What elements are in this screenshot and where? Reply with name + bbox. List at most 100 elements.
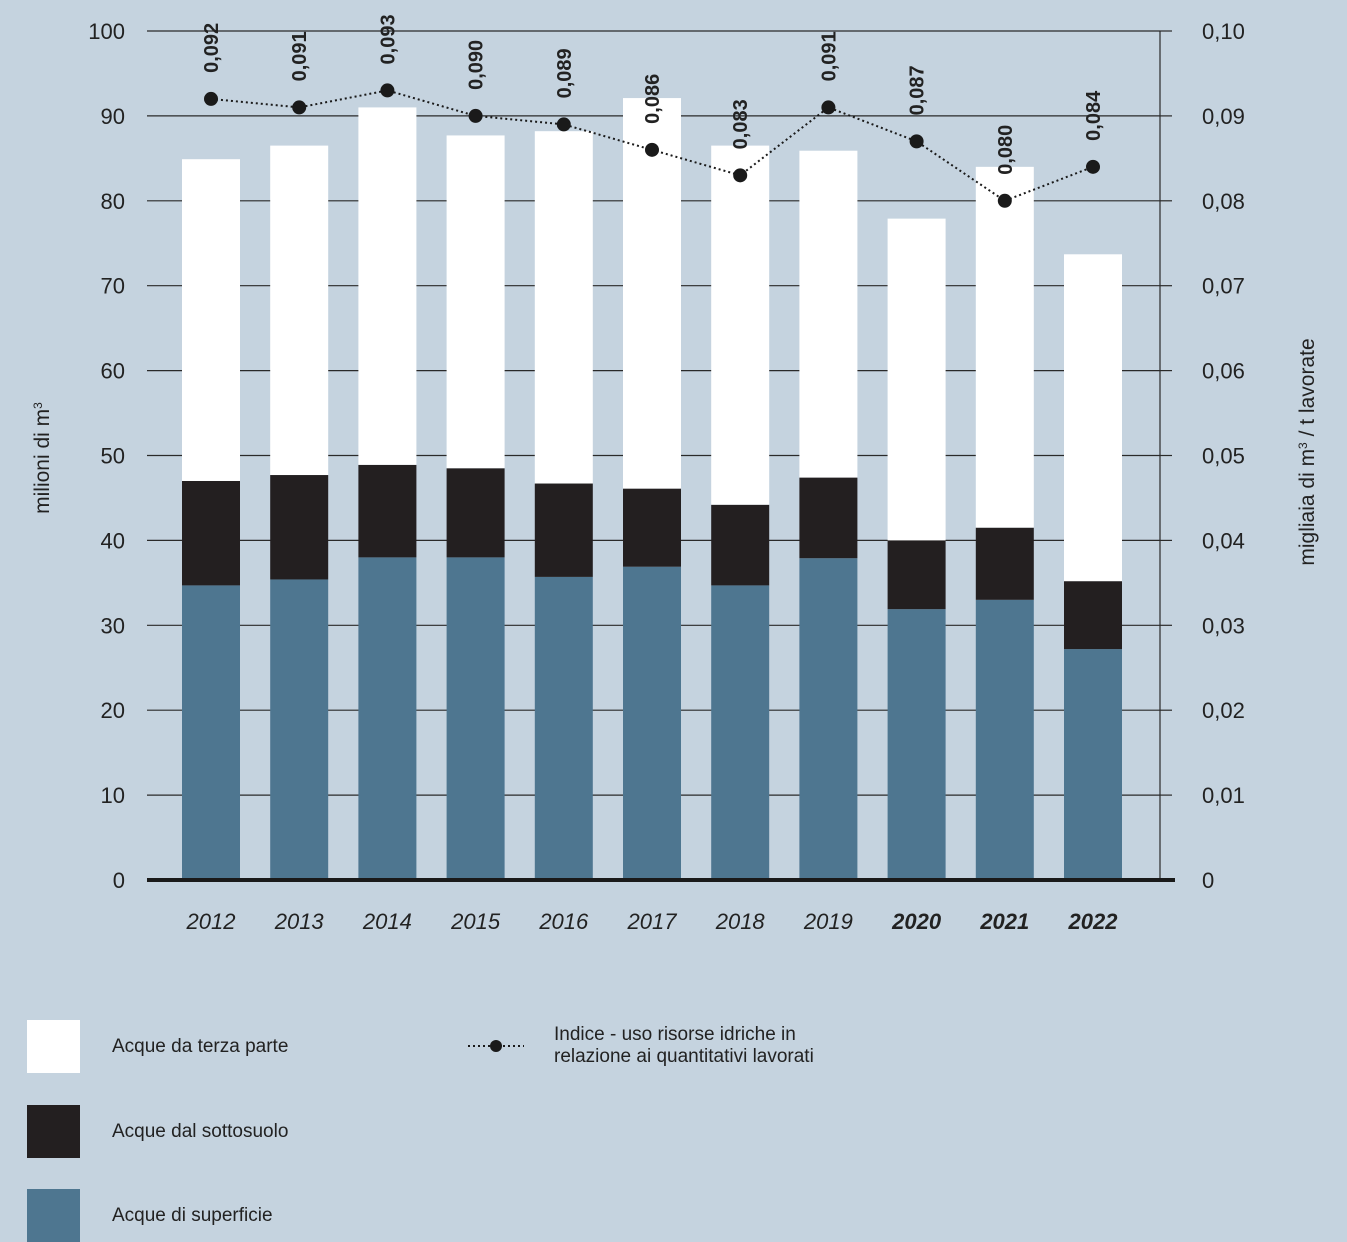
index-data-label: 0,091: [289, 31, 311, 81]
x-tick-label: 2018: [715, 909, 766, 934]
index-point: [997, 193, 1012, 208]
y2-tick-label: 0,04: [1202, 528, 1245, 553]
bar-segment: [975, 527, 1034, 600]
index-point: [821, 100, 836, 115]
bar-segment: [623, 488, 681, 567]
labels: 0 0 10 0,01 20 0,02 30 0,03 40 0,04 50 0,05 60 0,06 70…: [31, 14, 1319, 934]
y-tick-label: 40: [101, 528, 125, 553]
bar-segment: [182, 159, 240, 481]
y-tick-label: 30: [101, 613, 125, 638]
bar-segment: [1064, 581, 1122, 650]
y-axis-title-part: 3: [31, 402, 45, 409]
bar-segment: [358, 557, 417, 880]
x-tick-label: 2019: [803, 909, 853, 934]
bar-segment: [799, 150, 858, 478]
index-point: [468, 108, 483, 123]
index-point: [292, 100, 307, 115]
x-tick-label: 2012: [186, 909, 236, 934]
bar-segment: [1064, 649, 1122, 880]
bar-segment: [358, 107, 417, 465]
bar-segment: [358, 464, 417, 558]
x-tick-label: 2016: [538, 909, 589, 934]
index-data-label: 0,084: [1083, 90, 1105, 141]
index-point: [380, 83, 395, 98]
y-tick-label: 100: [88, 19, 125, 44]
y2-tick-label: 0,07: [1202, 274, 1245, 299]
y2-tick-label: 0,10: [1202, 19, 1245, 44]
bar-segment: [446, 468, 505, 558]
bar-segment: [975, 599, 1034, 880]
y2-tick-label: 0,06: [1202, 359, 1245, 384]
bar-segment: [182, 480, 240, 586]
y2-axis-title: migliaia di m3 / t lavorate: [1296, 338, 1319, 565]
y-tick-label: 0: [113, 868, 125, 893]
y2-axis-title-part: / t lavorate: [1296, 338, 1319, 442]
y2-tick-label: 0,01: [1202, 783, 1245, 808]
y-tick-label: 10: [101, 783, 125, 808]
axes: [147, 31, 1175, 882]
bar-segment: [711, 504, 770, 586]
bar-segment: [623, 566, 681, 880]
bar-segment: [534, 131, 593, 484]
bar-segment: [270, 475, 329, 580]
bar-segment: [887, 540, 946, 610]
bar-segment: [799, 477, 858, 559]
bar-segment: [887, 218, 946, 541]
index-data-label: 0,090: [466, 40, 488, 90]
index-line: [204, 83, 1100, 208]
x-tick-label: 2020: [891, 909, 942, 934]
x-tick-label: 2014: [362, 909, 412, 934]
bar-segment: [975, 166, 1034, 528]
y2-tick-label: 0,03: [1202, 613, 1245, 638]
y2-tick-label: 0: [1202, 868, 1214, 893]
x-tick-label: 2013: [274, 909, 325, 934]
index-point: [645, 142, 659, 157]
y2-tick-label: 0,08: [1202, 189, 1245, 214]
bar-segment: [270, 145, 329, 476]
bar-segment: [711, 585, 770, 880]
bar-segment: [799, 558, 858, 880]
bar-segment: [270, 579, 329, 880]
bar-segment: [623, 98, 681, 489]
y-tick-label: 70: [101, 274, 125, 299]
bar-segment: [887, 609, 946, 880]
index-point: [204, 91, 218, 106]
index-data-label: 0,080: [995, 125, 1017, 175]
index-point: [1086, 159, 1100, 174]
x-tick-label: 2015: [450, 909, 501, 934]
y-tick-label: 90: [101, 104, 125, 129]
index-point: [909, 134, 924, 149]
bar-segment: [446, 135, 505, 469]
index-data-label: 0,091: [818, 31, 840, 81]
index-point: [556, 117, 571, 132]
index-data-label: 0,087: [907, 65, 929, 115]
index-data-label: 0,092: [201, 23, 223, 73]
y2-axis-title-part: migliaia di m: [1296, 449, 1319, 566]
y2-tick-label: 0,09: [1202, 104, 1245, 129]
bar-segment: [534, 576, 593, 880]
index-data-label: 0,086: [642, 74, 664, 124]
x-tick-label: 2021: [979, 909, 1029, 934]
x-tick-label: 2017: [627, 909, 678, 934]
y-axis-title: milioni di m3: [31, 402, 54, 514]
y-tick-label: 50: [101, 444, 125, 469]
y-tick-label: 80: [101, 189, 125, 214]
bar-segment: [711, 145, 770, 505]
index-data-label: 0,083: [730, 99, 752, 149]
bars: [182, 98, 1122, 880]
index-point: [733, 168, 748, 183]
index-data-label: 0,089: [554, 48, 576, 98]
bar-segment: [446, 557, 505, 880]
y-tick-label: 20: [101, 698, 125, 723]
bar-segment: [534, 483, 593, 577]
y-axis-title-part: milioni di m: [31, 409, 54, 514]
y2-tick-label: 0,02: [1202, 698, 1245, 723]
bar-segment: [182, 585, 240, 880]
y-tick-label: 60: [101, 359, 125, 384]
bar-segment: [1064, 254, 1122, 582]
x-tick-label: 2022: [1068, 909, 1119, 934]
index-data-label: 0,093: [377, 14, 399, 64]
y2-axis-title-part: 3: [1296, 442, 1310, 449]
y2-tick-label: 0,05: [1202, 444, 1245, 469]
